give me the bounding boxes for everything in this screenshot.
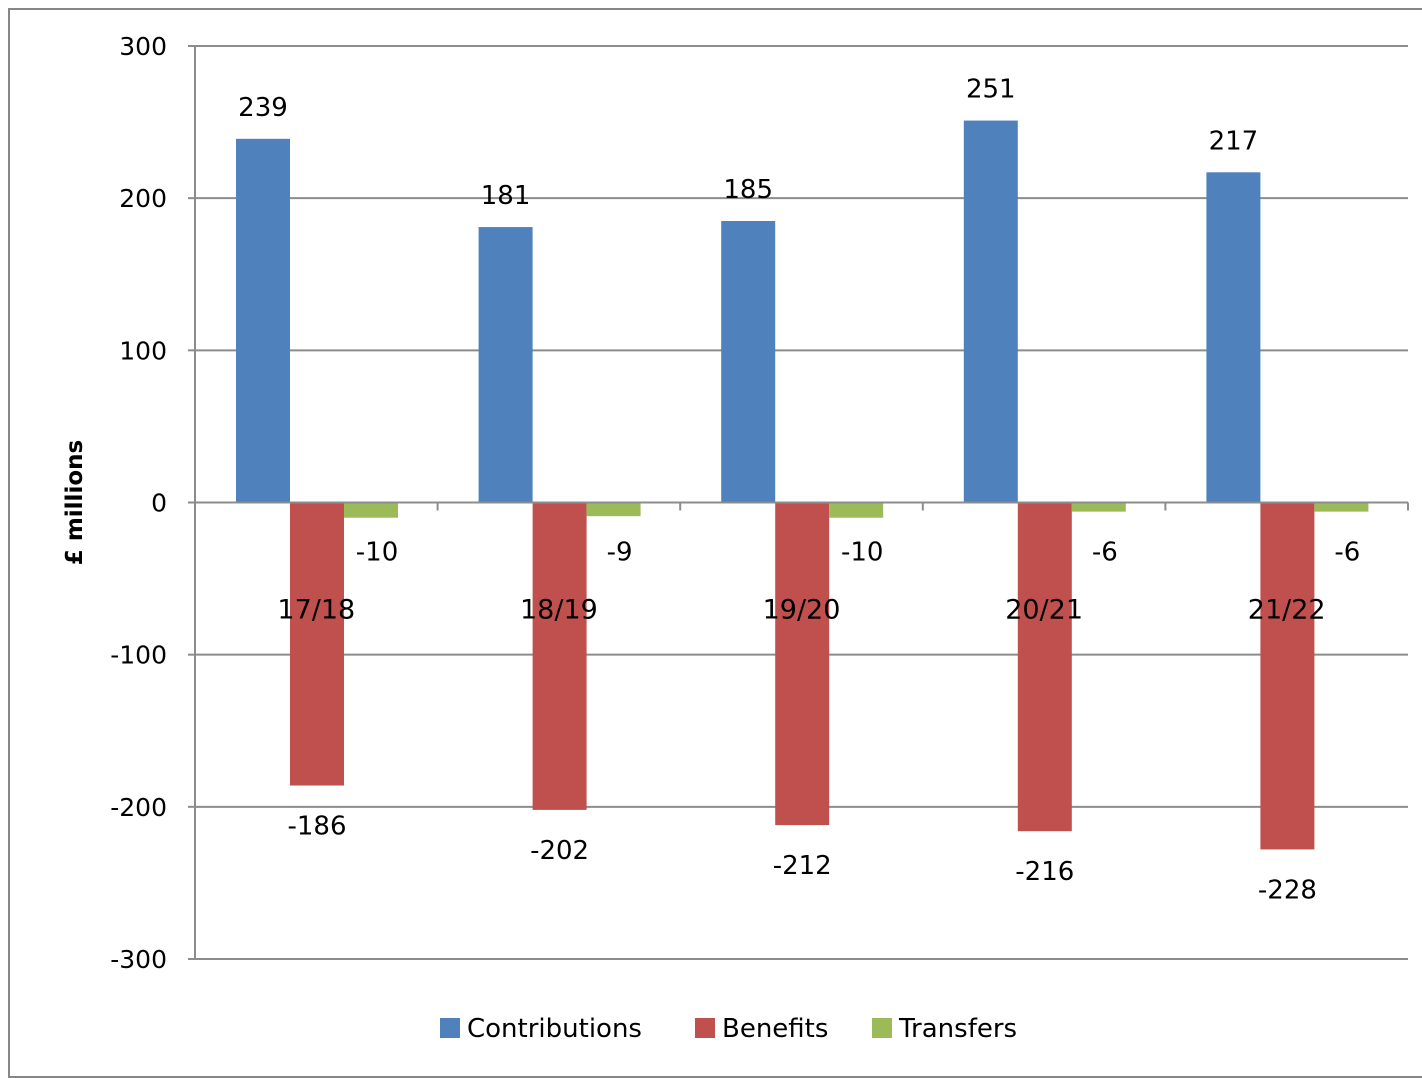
data-label: -10 (356, 538, 398, 568)
x-tick-label: 21/22 (1248, 595, 1326, 626)
bar-transfers-19-20 (829, 502, 884, 518)
data-label: -10 (841, 538, 883, 568)
data-label: -6 (1334, 538, 1360, 568)
y-tick-label: -300 (110, 945, 167, 974)
data-label: 251 (966, 75, 1016, 105)
x-tick-label: 20/21 (1005, 595, 1083, 626)
y-tick-label: 200 (119, 184, 167, 213)
legend-label-transfers: Transfers (898, 1014, 1017, 1044)
y-tick-label: -100 (110, 641, 167, 670)
data-label: -216 (1015, 857, 1074, 887)
bar-transfers-18-19 (586, 502, 641, 517)
y-tick-label: 100 (119, 336, 167, 365)
data-label: 185 (723, 175, 773, 205)
data-label: -186 (287, 812, 346, 842)
data-label: 239 (238, 93, 288, 123)
y-tick-label: 300 (119, 32, 167, 61)
bar-contributions-20-21 (963, 120, 1018, 503)
bar-transfers-20-21 (1071, 502, 1126, 512)
y-axis-title: £ millions (62, 440, 88, 565)
bar-benefits-18-19 (532, 502, 587, 810)
data-label: -6 (1092, 538, 1118, 568)
y-tick-label: -200 (110, 793, 167, 822)
legend-swatch-transfers (872, 1018, 892, 1038)
legend-label-contributions: Contributions (467, 1014, 642, 1044)
x-tick-label: 19/20 (763, 595, 841, 626)
data-label: 181 (481, 181, 531, 211)
x-tick-label: 17/18 (277, 595, 355, 626)
legend-label-benefits: Benefits (722, 1014, 828, 1044)
bar-transfers-21-22 (1314, 502, 1369, 512)
x-tick-label: 18/19 (520, 595, 598, 626)
data-label: -212 (773, 851, 832, 881)
legend-swatch-contributions (440, 1018, 460, 1038)
y-tick-label: 0 (151, 489, 167, 518)
data-label: -228 (1258, 875, 1317, 905)
data-labels: 239 181 185 251 217 -186 -202 -212 -216 -228 -10 -9… (238, 75, 1360, 906)
bar-benefits-21-22 (1260, 502, 1315, 850)
bar-transfers-17-18 (344, 502, 398, 518)
data-label: -202 (530, 836, 589, 866)
bar-contributions-19-20 (721, 220, 776, 503)
data-label: -9 (607, 538, 633, 568)
legend-swatch-benefits (695, 1018, 715, 1038)
axes: 300 200 100 0 -100 -200 -300 £ millions 17/18 18/… (62, 32, 1409, 974)
bars (236, 120, 1369, 850)
bar-contributions-17-18 (236, 138, 290, 503)
bar-contributions-18-19 (478, 227, 533, 503)
data-label: 217 (1209, 126, 1259, 156)
bar-benefits-19-20 (775, 502, 830, 826)
bar-benefits-20-21 (1017, 502, 1072, 832)
legend: Contributions Benefits Transfers (440, 1014, 1017, 1044)
bar-contributions-21-22 (1206, 172, 1261, 503)
bar-benefits-17-18 (290, 502, 344, 786)
